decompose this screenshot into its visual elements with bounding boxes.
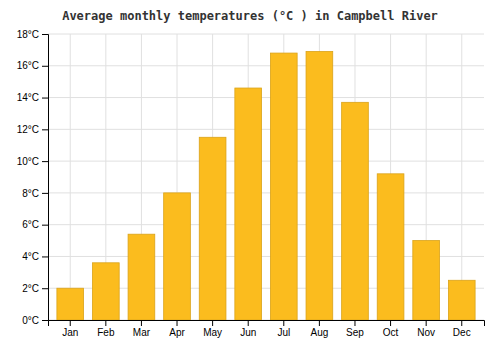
tick-mark — [177, 320, 178, 326]
tick: Feb — [97, 320, 115, 338]
tick-mark — [461, 320, 462, 326]
tick: Sep — [346, 320, 364, 338]
tick-label: Aug — [310, 327, 328, 338]
bars — [57, 51, 475, 320]
grid-line — [48, 224, 484, 225]
tick: Mar — [133, 320, 151, 338]
tick: 16°C — [17, 60, 48, 71]
tick-label: Apr — [169, 327, 185, 338]
tick: 10°C — [17, 156, 48, 167]
grid-line — [70, 34, 71, 320]
tick-mark — [319, 320, 320, 326]
tick: Dec — [453, 320, 471, 338]
tick-mark — [42, 66, 48, 67]
tick-label: Feb — [97, 327, 115, 338]
bar — [57, 288, 84, 320]
bar — [413, 241, 440, 320]
tick-label: 6°C — [22, 219, 39, 230]
tick-mark — [70, 320, 71, 326]
tick: Nov — [417, 320, 435, 338]
tick-mark — [42, 161, 48, 162]
tick-label: 14°C — [17, 92, 39, 103]
tick: 14°C — [17, 92, 48, 103]
bar — [342, 102, 369, 320]
tick: 6°C — [22, 219, 48, 230]
tick-mark — [42, 129, 48, 130]
tick-mark — [42, 225, 48, 226]
tick-mark — [248, 320, 249, 326]
tick: Jan — [62, 320, 78, 338]
tick-label: Sep — [346, 327, 364, 338]
tick-label: 8°C — [22, 188, 39, 199]
x-axis: Jan Feb Mar Apr May Jun Jul Aug Sep Oct Nov Dec — [49, 320, 485, 338]
tick-mark — [354, 320, 355, 326]
bar — [164, 193, 191, 320]
grid-line — [48, 192, 484, 193]
tick-label: 2°C — [22, 283, 39, 294]
tick: Oct — [383, 320, 399, 338]
grid-line — [48, 129, 484, 130]
tick-label: Dec — [453, 327, 471, 338]
tick-label: 18°C — [17, 29, 39, 40]
grid-line — [48, 161, 484, 162]
tick-label: Jan — [62, 327, 78, 338]
tick-label: 4°C — [22, 251, 39, 262]
tick-mark — [105, 320, 106, 326]
bar — [270, 53, 297, 320]
tick-label: 0°C — [22, 315, 39, 326]
tick: Apr — [169, 320, 185, 338]
bar — [92, 263, 119, 320]
tick-label: Mar — [133, 327, 151, 338]
tick-mark — [283, 320, 284, 326]
grid-line — [461, 34, 462, 320]
tick-mark — [426, 320, 427, 326]
plot: 0°C 2°C 4°C 6°C 8°C 10°C 12°C 14°C 16°C 18°C Jan Fe… — [17, 29, 485, 338]
tick-mark — [212, 320, 213, 326]
tick-label: Jul — [277, 327, 290, 338]
tick-label: 10°C — [17, 156, 39, 167]
chart: 0°C 2°C 4°C 6°C 8°C 10°C 12°C 14°C 16°C 18°C Jan Fe… — [0, 0, 500, 350]
tick: Jul — [277, 320, 290, 338]
tick-mark — [42, 288, 48, 289]
tick-label: May — [203, 327, 222, 338]
bar — [199, 137, 226, 320]
tick-label: 12°C — [17, 124, 39, 135]
tick: 2°C — [22, 283, 48, 294]
grid-line — [48, 97, 484, 98]
tick-label: Nov — [417, 327, 435, 338]
tick-label: 16°C — [17, 60, 39, 71]
grid-line — [48, 34, 484, 35]
tick: Aug — [310, 320, 328, 338]
tick-mark — [42, 320, 48, 321]
tick-mark — [42, 98, 48, 99]
tick: Jun — [240, 320, 256, 338]
tick-mark — [42, 256, 48, 257]
tick-mark — [390, 320, 391, 326]
axis-line — [49, 321, 485, 327]
tick-label: Oct — [383, 327, 399, 338]
bar — [377, 174, 404, 320]
bar — [128, 234, 155, 320]
tick-mark — [141, 320, 142, 326]
tick: 0°C — [22, 315, 48, 326]
tick-mark — [42, 193, 48, 194]
bar — [306, 51, 333, 320]
grid-line — [48, 65, 484, 66]
tick-label: Jun — [240, 327, 256, 338]
title: Average monthly temperatures (°C ) in Ca… — [62, 9, 438, 23]
grid — [48, 34, 484, 320]
y-axis: 0°C 2°C 4°C 6°C 8°C 10°C 12°C 14°C 16°C 18°C — [17, 29, 49, 326]
axis-line — [42, 35, 49, 321]
tick: 12°C — [17, 124, 48, 135]
tick: 18°C — [17, 29, 48, 40]
tick: 8°C — [22, 188, 48, 199]
tick-mark — [42, 34, 48, 35]
tick: May — [203, 320, 222, 338]
bar — [448, 280, 475, 320]
tick: 4°C — [22, 251, 48, 262]
bar — [235, 88, 262, 320]
